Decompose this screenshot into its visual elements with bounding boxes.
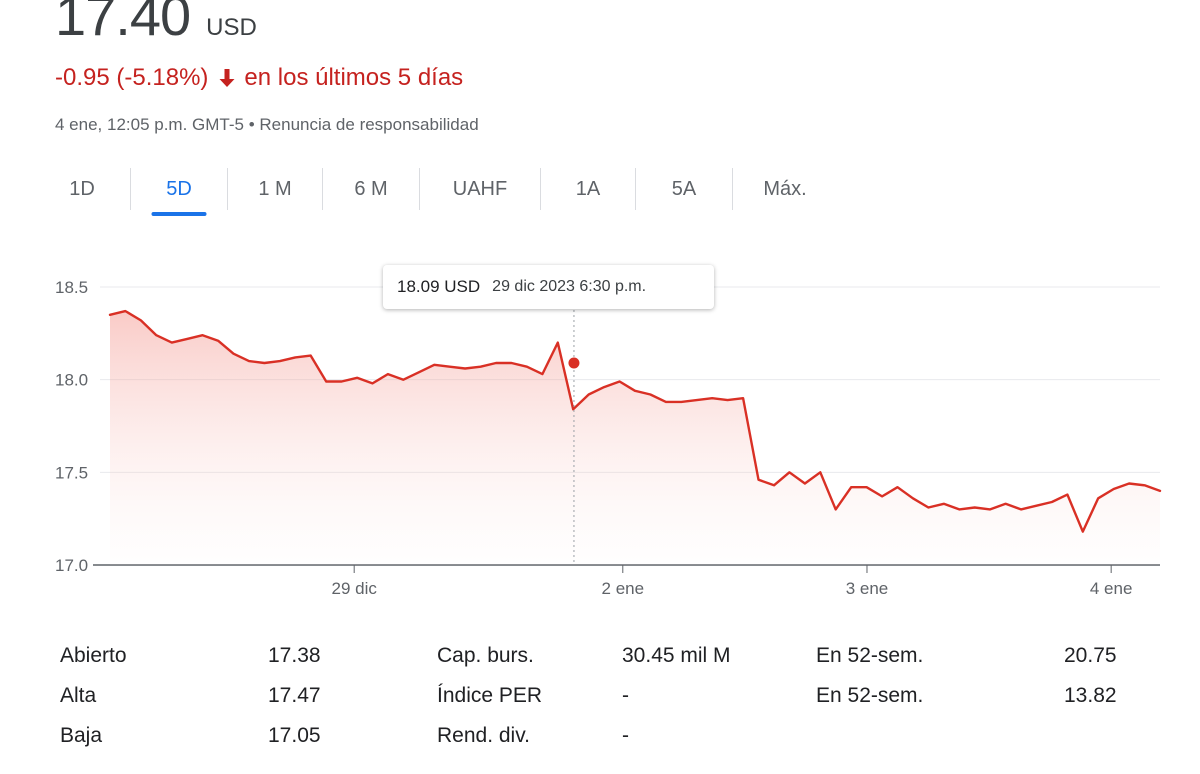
stat-label-high: Alta <box>60 684 97 707</box>
arrow-down-icon <box>219 69 235 87</box>
stat-value-market-cap: 30.45 mil M <box>622 644 731 667</box>
stat-value-pe: - <box>622 684 629 707</box>
stat-value-52w-high: 20.75 <box>1064 644 1117 667</box>
y-tick-label: 18.5 <box>55 278 88 297</box>
current-price: 17.40 <box>55 0 191 47</box>
currency-code: USD <box>206 14 257 41</box>
tab-ytd[interactable]: UAHF <box>452 177 508 200</box>
stat-value-high: 17.47 <box>268 684 321 707</box>
x-tick-label: 29 dic <box>331 579 377 598</box>
tab-1y[interactable]: 1A <box>575 177 601 200</box>
stat-label-div-yield: Rend. div. <box>437 724 530 747</box>
tab-1m[interactable]: 1 M <box>258 177 292 200</box>
stat-label-pe: Índice PER <box>437 684 543 707</box>
price-chart[interactable]: 18.5 18.0 17.5 17.0 29 dic 2 ene 3 ene 4 ene <box>0 240 1200 620</box>
chart-tooltip: 18.09 USD 29 dic 2023 6:30 p.m. <box>383 265 714 309</box>
tab-5y[interactable]: 5A <box>671 177 697 200</box>
tab-divider <box>635 168 636 210</box>
tab-divider <box>540 168 541 210</box>
timestamp-disclaimer: 4 ene, 12:05 p.m. GMT-5 • Renuncia de re… <box>55 115 479 134</box>
tab-5d[interactable]: 5D <box>131 164 227 214</box>
tab-divider <box>732 168 733 210</box>
stat-value-div-yield: - <box>622 724 629 747</box>
tab-divider <box>227 168 228 210</box>
tab-max[interactable]: Máx. <box>763 177 807 200</box>
tab-divider <box>419 168 420 210</box>
y-tick-label: 17.0 <box>55 556 88 575</box>
hover-point <box>568 357 580 369</box>
stat-value-52w-low: 13.82 <box>1064 684 1117 707</box>
price-area <box>110 311 1160 565</box>
price-header: 17.40 USD <box>55 0 257 44</box>
range-tabs: 1D 5D 1 M 6 M UAHF 1A 5A Máx. <box>50 164 837 218</box>
x-tick-label: 3 ene <box>846 579 889 598</box>
price-change: -0.95 (-5.18%) en los últimos 5 días <box>55 64 463 92</box>
tab-divider <box>322 168 323 210</box>
stat-label-52w-high: En 52-sem. <box>816 644 924 667</box>
tooltip-value: 18.09 USD <box>397 277 481 296</box>
price-chart-svg[interactable]: 18.5 18.0 17.5 17.0 29 dic 2 ene 3 ene 4 ene <box>0 240 1200 620</box>
y-tick-label: 18.0 <box>55 371 88 390</box>
price-line <box>108 309 1162 533</box>
change-period: en los últimos 5 días <box>244 64 464 91</box>
change-value: -0.95 (-5.18%) <box>55 64 209 91</box>
tab-6m[interactable]: 6 M <box>354 177 388 200</box>
stat-label-low: Baja <box>60 724 103 747</box>
stat-label-market-cap: Cap. burs. <box>437 644 534 667</box>
stats-table: Abierto 17.38 Alta 17.47 Baja 17.05 Cap.… <box>0 638 1200 768</box>
x-tick-label: 2 ene <box>602 579 645 598</box>
y-tick-label: 17.5 <box>55 463 88 482</box>
stat-label-open: Abierto <box>60 644 127 667</box>
x-tick-label: 4 ene <box>1090 579 1133 598</box>
tab-1d[interactable]: 1D <box>69 177 95 200</box>
stat-value-low: 17.05 <box>268 724 321 747</box>
tooltip-date: 29 dic 2023 6:30 p.m. <box>492 278 647 295</box>
stat-value-open: 17.38 <box>268 644 321 667</box>
stat-label-52w-low: En 52-sem. <box>816 684 924 707</box>
